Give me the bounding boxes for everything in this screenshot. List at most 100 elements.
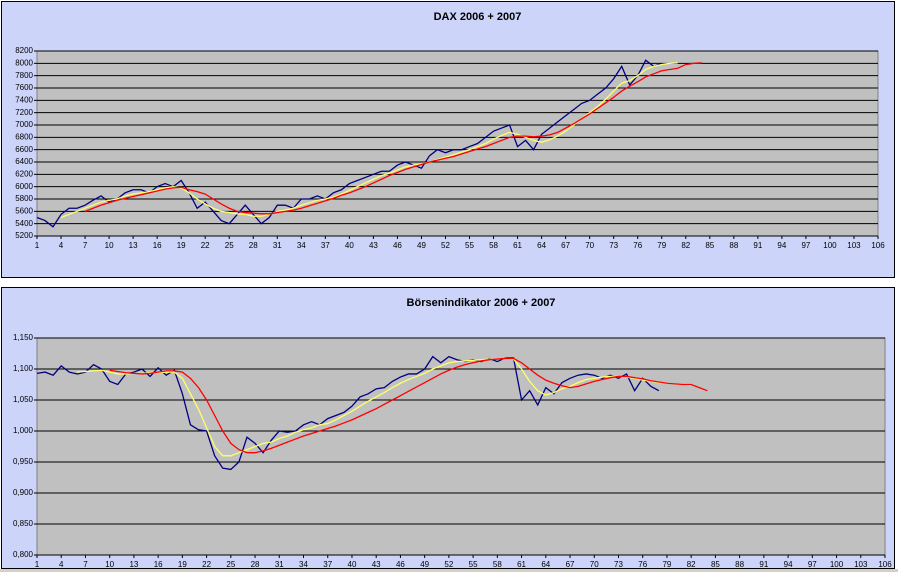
y-tick-label: 7800	[15, 71, 33, 80]
x-tick-label: 85	[711, 560, 720, 569]
x-tick-label: 7	[83, 241, 88, 250]
x-tick-label: 25	[226, 560, 235, 569]
y-tick-label: 8200	[15, 46, 33, 55]
chart-title: Börsenindikator 2006 + 2007	[407, 297, 556, 309]
x-tick-label: 103	[847, 241, 861, 250]
y-tick-label: 6200	[15, 169, 33, 178]
y-tick-label: 5600	[15, 206, 33, 215]
sheet-strip	[0, 569, 898, 572]
x-tick-label: 106	[871, 241, 885, 250]
y-tick-label: 1,050	[13, 395, 34, 404]
x-tick-label: 94	[784, 560, 793, 569]
plot-area	[36, 50, 879, 237]
x-tick-label: 7	[83, 560, 88, 569]
x-tick-label: 79	[662, 560, 671, 569]
x-tick-label: 28	[251, 560, 260, 569]
x-tick-label: 37	[323, 560, 332, 569]
x-tick-label: 88	[729, 241, 738, 250]
x-tick-label: 58	[493, 560, 502, 569]
x-tick-label: 97	[808, 560, 817, 569]
x-tick-label: 94	[777, 241, 786, 250]
y-tick-label: 5400	[15, 219, 33, 228]
y-tick-label: 7200	[15, 108, 33, 117]
x-tick-label: 76	[638, 560, 647, 569]
x-tick-label: 49	[417, 241, 426, 250]
x-tick-label: 34	[297, 241, 306, 250]
x-tick-label: 91	[759, 560, 768, 569]
x-tick-label: 100	[830, 560, 844, 569]
x-tick-label: 10	[105, 241, 114, 250]
x-tick-label: 40	[345, 241, 354, 250]
x-tick-label: 82	[687, 560, 696, 569]
x-tick-label: 52	[441, 241, 450, 250]
x-tick-label: 58	[489, 241, 498, 250]
chart-title: DAX 2006 + 2007	[434, 11, 522, 23]
x-tick-label: 43	[372, 560, 381, 569]
y-tick-label: 1,000	[13, 426, 34, 435]
series-line	[84, 62, 702, 215]
x-tick-label: 4	[59, 241, 64, 250]
x-tick-label: 61	[517, 560, 526, 569]
series-line	[36, 59, 662, 228]
y-tick-label: 6000	[15, 182, 33, 191]
y-tick-label: 0,900	[13, 488, 34, 497]
x-tick-label: 16	[153, 241, 162, 250]
x-tick-label: 46	[393, 241, 402, 250]
x-tick-label: 73	[609, 241, 618, 250]
y-tick-label: 0,800	[13, 550, 34, 559]
x-tick-label: 34	[299, 560, 308, 569]
plot-area	[36, 337, 886, 556]
x-tick-label: 40	[348, 560, 357, 569]
y-tick-label: 0,950	[13, 457, 34, 466]
x-tick-label: 43	[369, 241, 378, 250]
series-line	[60, 62, 678, 219]
x-tick-label: 88	[735, 560, 744, 569]
x-tick-label: 103	[854, 560, 868, 569]
x-tick-label: 55	[465, 241, 474, 250]
x-tick-label: 70	[585, 241, 594, 250]
series-line	[77, 357, 692, 457]
x-tick-label: 79	[657, 241, 666, 250]
y-tick-label: 5800	[15, 194, 33, 203]
x-tick-label: 97	[801, 241, 810, 250]
y-tick-label: 7400	[15, 95, 33, 104]
x-tick-label: 67	[566, 560, 575, 569]
x-tick-label: 55	[469, 560, 478, 569]
x-tick-label: 91	[753, 241, 762, 250]
x-tick-label: 100	[823, 241, 837, 250]
x-tick-label: 46	[396, 560, 405, 569]
x-tick-label: 37	[321, 241, 330, 250]
x-tick-label: 70	[590, 560, 599, 569]
x-tick-label: 4	[59, 560, 64, 569]
x-tick-label: 61	[513, 241, 522, 250]
x-tick-label: 1	[35, 560, 40, 569]
x-tick-label: 85	[705, 241, 714, 250]
x-tick-label: 1	[35, 241, 40, 250]
x-tick-label: 13	[129, 241, 138, 250]
y-tick-label: 6800	[15, 132, 33, 141]
x-tick-label: 64	[537, 241, 546, 250]
y-tick-label: 8000	[15, 58, 33, 67]
y-tick-label: 0,850	[13, 519, 34, 528]
x-tick-label: 67	[561, 241, 570, 250]
x-tick-label: 82	[681, 241, 690, 250]
x-tick-label: 31	[275, 560, 284, 569]
x-tick-label: 28	[249, 241, 258, 250]
y-tick-label: 7600	[15, 83, 33, 92]
y-tick-label: 6600	[15, 145, 33, 154]
x-tick-label: 73	[614, 560, 623, 569]
x-tick-label: 22	[201, 241, 210, 250]
x-tick-label: 16	[154, 560, 163, 569]
x-tick-label: 106	[878, 560, 892, 569]
y-tick-label: 5200	[15, 231, 33, 240]
x-tick-label: 22	[202, 560, 211, 569]
x-tick-label: 25	[225, 241, 234, 250]
x-tick-label: 64	[541, 560, 550, 569]
y-tick-label: 6400	[15, 157, 33, 166]
series-line	[109, 357, 708, 454]
y-tick-label: 7000	[15, 120, 33, 129]
x-tick-label: 52	[444, 560, 453, 569]
x-tick-label: 31	[273, 241, 282, 250]
x-tick-label: 49	[420, 560, 429, 569]
